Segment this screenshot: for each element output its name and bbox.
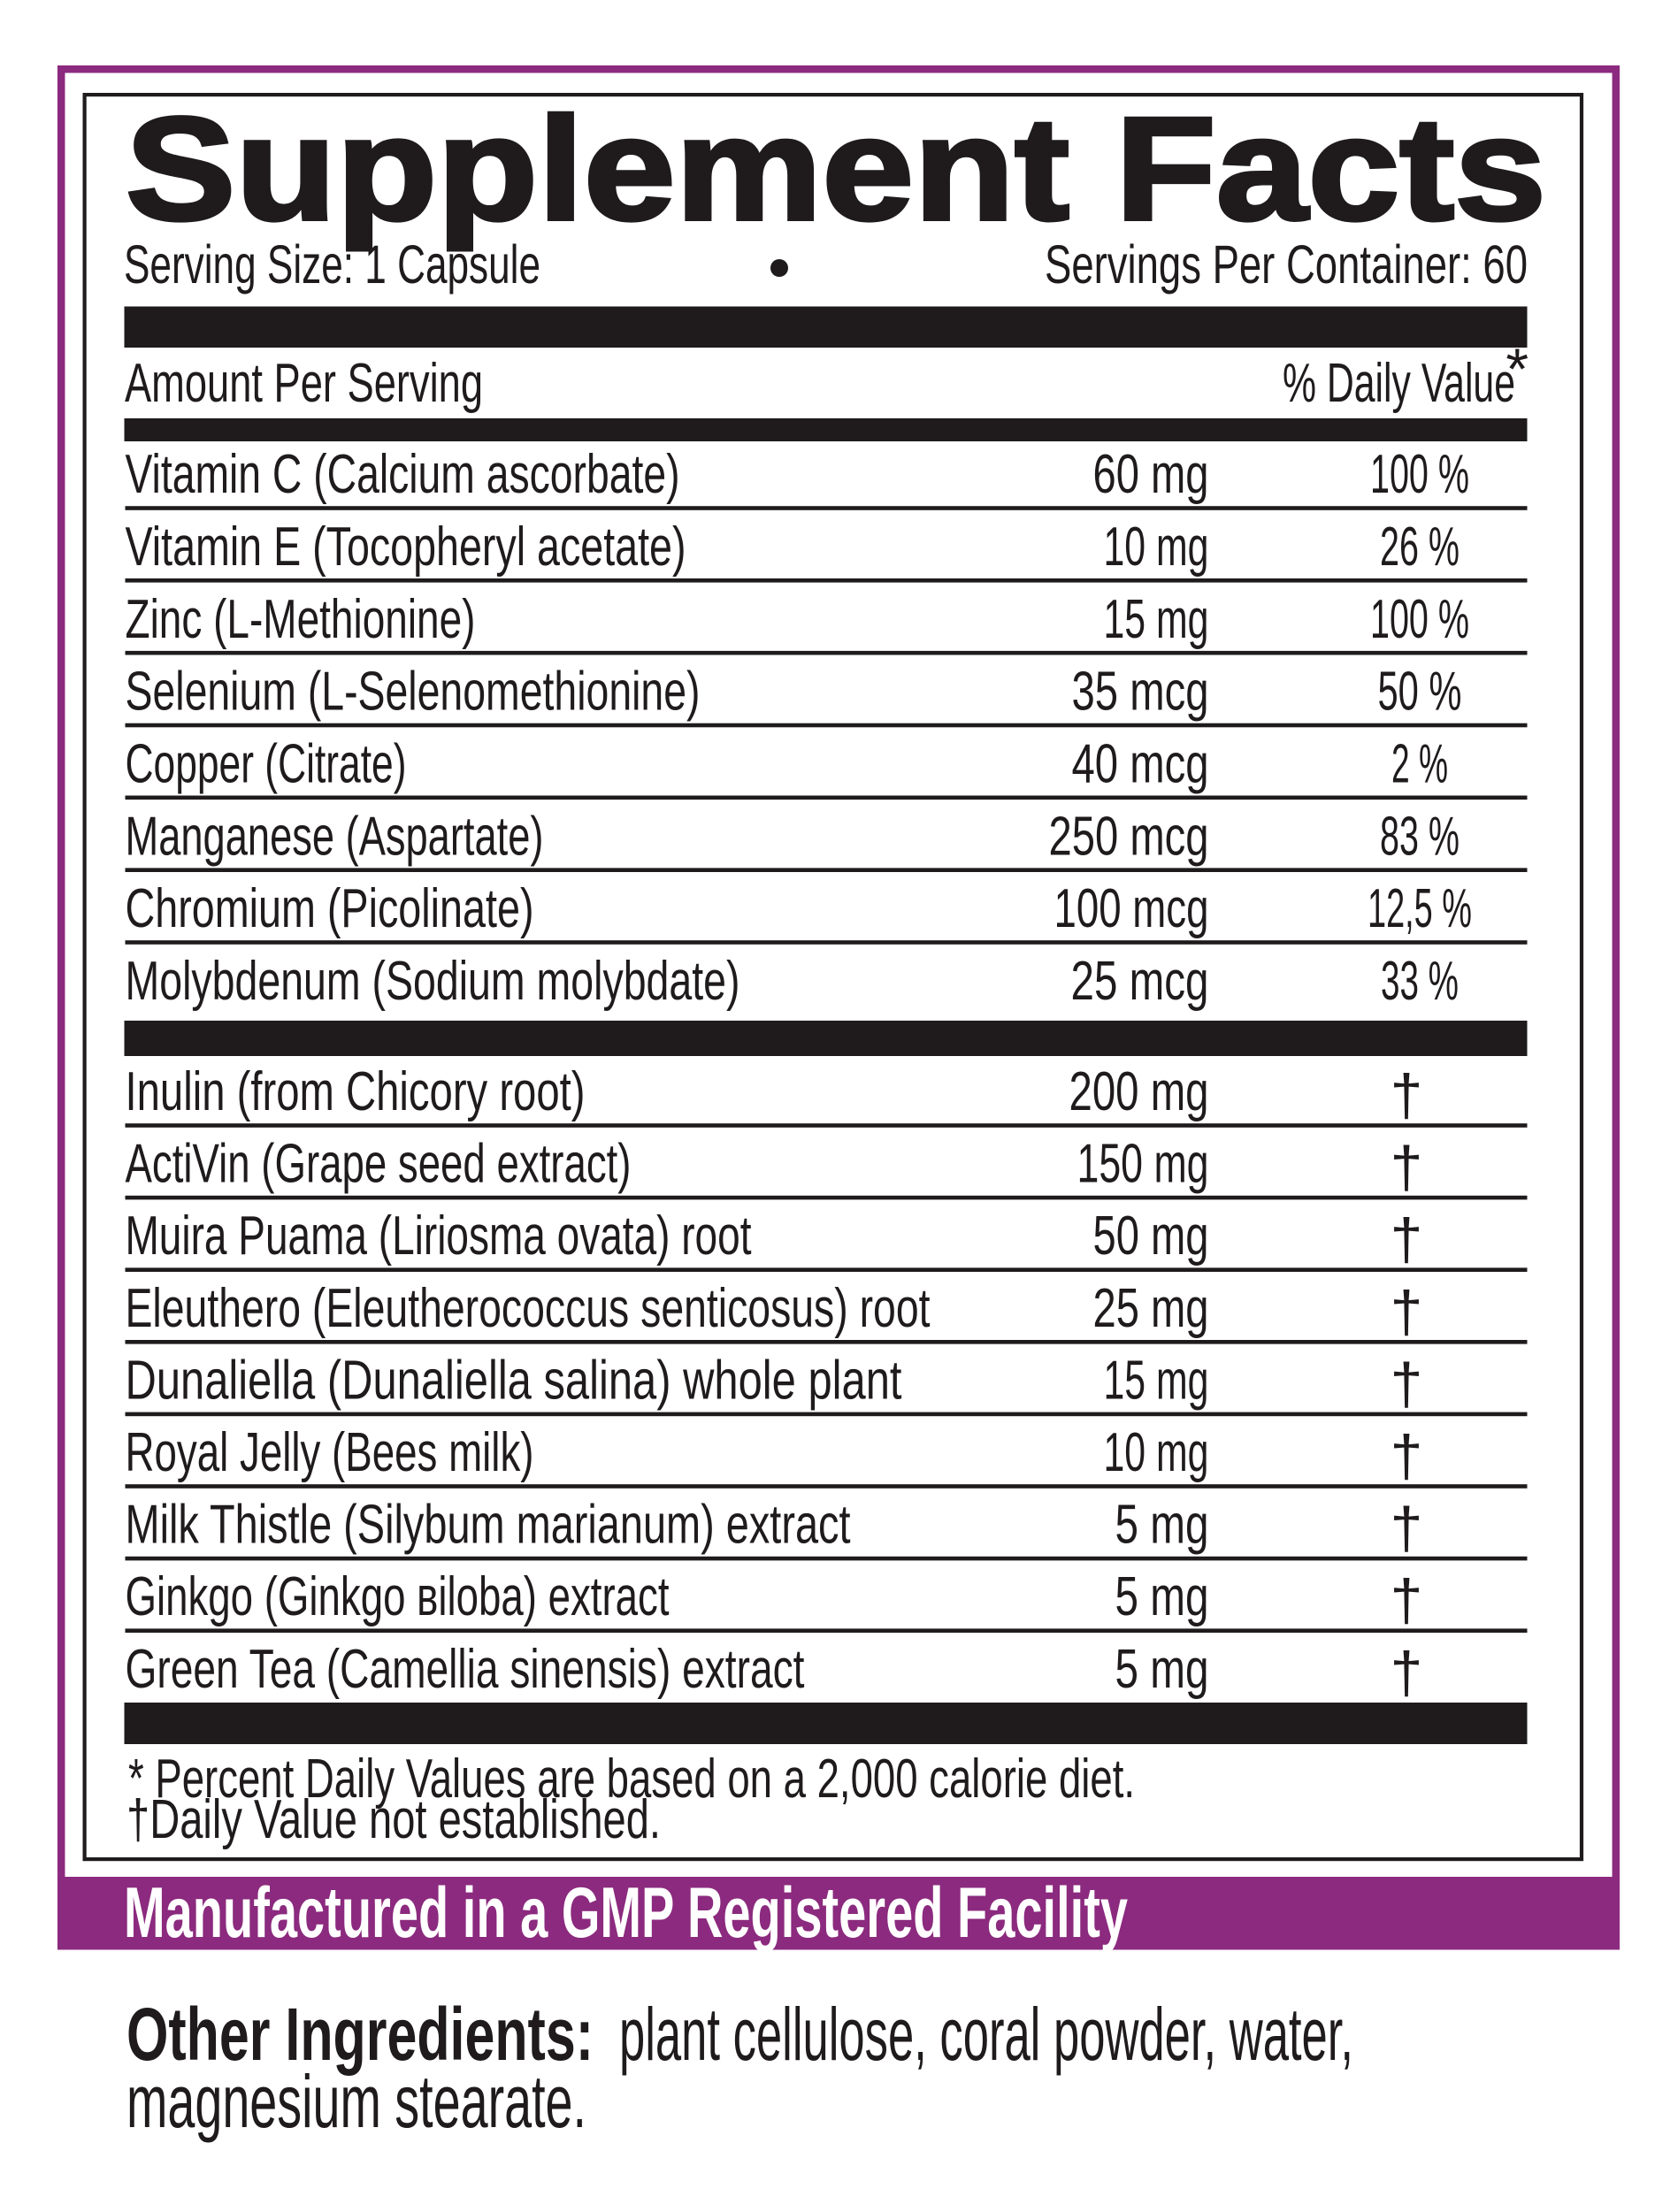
svg-text:200 mg: 200 mg (1069, 1061, 1209, 1122)
svg-text:10 mg: 10 mg (1104, 517, 1209, 578)
svg-text:Chromium (Picolinate): Chromium (Picolinate) (126, 878, 534, 939)
svg-text:12,5 %: 12,5 % (1368, 878, 1472, 939)
svg-text:Zinc (L-Methionine): Zinc (L-Methionine) (126, 589, 476, 650)
svg-text:Inulin (from Chicory root): Inulin (from Chicory root) (126, 1061, 586, 1122)
svg-text:†: † (1391, 1135, 1423, 1200)
svg-text:†: † (1391, 1279, 1423, 1344)
svg-text:†: † (1391, 1640, 1423, 1705)
svg-text:Serving Size: 1 Capsule: Serving Size: 1 Capsule (124, 234, 540, 295)
svg-text:Other Ingredients:: Other Ingredients: (126, 1993, 594, 2076)
svg-text:250 mcg: 250 mcg (1049, 806, 1209, 867)
svg-text:magnesium stearate.: magnesium stearate. (126, 2060, 586, 2143)
svg-text:% Daily Value: % Daily Value (1283, 353, 1515, 414)
svg-text:100 mcg: 100 mcg (1054, 878, 1209, 939)
svg-text:†: † (1391, 1206, 1423, 1272)
svg-text:35 mcg: 35 mcg (1072, 662, 1209, 723)
svg-text:Muira Puama (Liriosma ovata) r: Muira Puama (Liriosma ovata) root (126, 1206, 752, 1267)
svg-text:150 mg: 150 mg (1077, 1134, 1209, 1195)
svg-text:2 %: 2 % (1391, 734, 1448, 795)
svg-text:60 mg: 60 mg (1093, 444, 1209, 505)
svg-text:*: * (1506, 336, 1529, 402)
svg-text:100 %: 100 % (1370, 589, 1469, 650)
svg-text:†: † (1391, 1351, 1423, 1416)
svg-text:ActiVin (Grape seed extract): ActiVin (Grape seed extract) (126, 1134, 632, 1195)
svg-text:50 mg: 50 mg (1093, 1206, 1209, 1267)
svg-text:10 mg: 10 mg (1104, 1422, 1209, 1483)
svg-text:5 mg: 5 mg (1115, 1495, 1209, 1556)
svg-text:25 mcg: 25 mcg (1071, 951, 1209, 1012)
svg-text:15 mg: 15 mg (1104, 1350, 1209, 1411)
svg-text:†: † (1391, 1567, 1423, 1633)
svg-text:†Daily Value not established.: †Daily Value not established. (126, 1789, 661, 1850)
svg-text:5 mg: 5 mg (1115, 1639, 1209, 1700)
svg-text:40 mcg: 40 mcg (1072, 734, 1209, 795)
svg-text:†: † (1391, 1496, 1423, 1561)
svg-text:33 %: 33 % (1381, 951, 1459, 1012)
svg-text:25 mg: 25 mg (1093, 1278, 1209, 1339)
svg-text:26 %: 26 % (1380, 517, 1460, 578)
svg-text:Royal Jelly (Bees milk): Royal Jelly (Bees milk) (126, 1422, 534, 1483)
svg-text:Milk Thistle (Silybum marianum: Milk Thistle (Silybum marianum) extract (126, 1495, 851, 1556)
svg-text:Copper (Citrate): Copper (Citrate) (126, 734, 407, 795)
svg-text:†: † (1391, 1423, 1423, 1489)
svg-text:Vitamin C (Calcium ascorbate): Vitamin C (Calcium ascorbate) (126, 444, 680, 505)
svg-text:Vitamin E (Tocopheryl acetate): Vitamin E (Tocopheryl acetate) (126, 517, 686, 578)
svg-text:Eleuthero (Eleutherococcus sen: Eleuthero (Eleutherococcus senticosus) r… (126, 1278, 931, 1339)
svg-text:Ginkgo (Ginkgo вiloba) extract: Ginkgo (Ginkgo вiloba) extract (126, 1566, 670, 1627)
svg-text:Amount Per Serving: Amount Per Serving (125, 353, 483, 414)
svg-text:Selenium (L-Selenomethionine): Selenium (L-Selenomethionine) (126, 662, 701, 723)
svg-text:†: † (1391, 1062, 1423, 1128)
svg-text:Servings Per Container: 60: Servings Per Container: 60 (1045, 234, 1528, 295)
svg-text:100 %: 100 % (1370, 444, 1469, 505)
svg-text:Molybdenum (Sodium molybdate): Molybdenum (Sodium molybdate) (126, 951, 740, 1012)
svg-text:83 %: 83 % (1380, 806, 1460, 867)
svg-text:Green Tea (Camellia sinensis): Green Tea (Camellia sinensis) extract (126, 1639, 805, 1700)
svg-text:Manufactured in a GMP Register: Manufactured in a GMP Registered Facilit… (124, 1873, 1128, 1953)
svg-text:5 mg: 5 mg (1115, 1566, 1209, 1627)
svg-text:Supplement Facts: Supplement Facts (126, 88, 1546, 251)
svg-text:50 %: 50 % (1378, 662, 1462, 723)
svg-text:plant cellulose, coral powder,: plant cellulose, coral powder, water, (619, 1993, 1353, 2076)
svg-text:Dunaliella (Dunaliella salina): Dunaliella (Dunaliella salina) whole pla… (126, 1350, 902, 1411)
svg-text:15 mg: 15 mg (1104, 589, 1209, 650)
svg-text:Manganese (Aspartate): Manganese (Aspartate) (126, 806, 544, 867)
svg-text:* Percent Daily Values are bas: * Percent Daily Values are based on a 2,… (128, 1749, 1135, 1810)
